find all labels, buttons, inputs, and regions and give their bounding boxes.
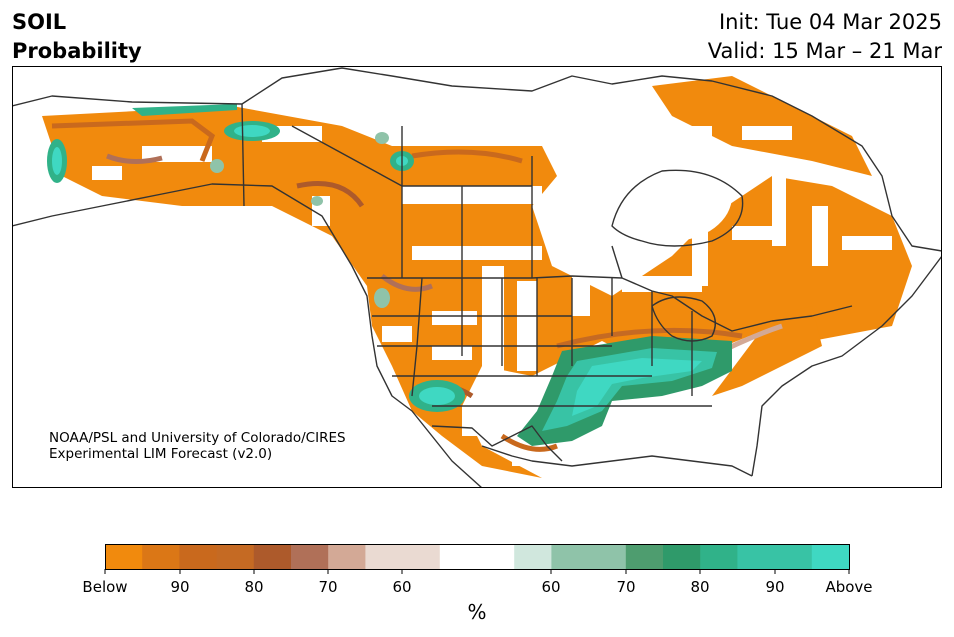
credit-text: NOAA/PSL and University of Colorado/CIRE…	[49, 430, 346, 462]
boundaries	[12, 67, 942, 488]
colorbar-tick-label: 80	[244, 578, 263, 596]
colorbar-bin	[737, 545, 813, 569]
colorbar-bin	[811, 545, 850, 569]
colorbar-tick-label: 60	[392, 578, 411, 596]
colorbar-frame	[105, 544, 850, 570]
gulf-coast	[481, 445, 753, 477]
alaska-border	[241, 103, 245, 207]
colorbar-tick-label: 90	[170, 578, 189, 596]
above-probability-regions	[47, 104, 732, 446]
colorbar-tick-label: Above	[825, 578, 872, 596]
colorbar-bin	[253, 545, 292, 569]
hudson-bay	[611, 169, 744, 247]
province-line-5	[611, 245, 623, 279]
colorbar-tick-label: 90	[765, 578, 784, 596]
colorbar-tick-label: 70	[616, 578, 635, 596]
colorbar-bin	[700, 545, 738, 569]
title-line-1: SOIL	[12, 10, 67, 34]
north-coast	[12, 67, 942, 252]
map-title: SOIL Probability	[12, 8, 142, 66]
colorbar: Below 90 80 70 60 60 70 80 90 Above	[82, 544, 873, 596]
state-lines-2	[372, 315, 712, 407]
east-coast	[751, 255, 942, 477]
white-gaps	[92, 126, 892, 466]
colorbar-bins	[105, 545, 850, 569]
colorbar-bin	[439, 545, 515, 569]
us-canada-border	[367, 275, 853, 332]
forecast-dates: Init: Tue 04 Mar 2025 Valid: 15 Mar – 21…	[708, 8, 942, 66]
colorbar-bin	[328, 545, 366, 569]
init-date: Init: Tue 04 Mar 2025	[718, 10, 942, 34]
probability-map	[12, 66, 942, 488]
colorbar-bin	[179, 545, 218, 569]
credit-line-1: NOAA/PSL and University of Colorado/CIRE…	[49, 430, 346, 446]
colorbar-tick-label: Below	[82, 578, 127, 596]
colorbar-bin	[663, 545, 701, 569]
colorbar-tick-label: 60	[541, 578, 560, 596]
colorbar-bin	[514, 545, 552, 569]
colorbar-bin	[216, 545, 255, 569]
valid-date: Valid: 15 Mar – 21 Mar	[707, 39, 942, 63]
colorbar-bin	[551, 545, 627, 569]
province-line-4	[291, 125, 532, 187]
colorbar-ticks: Below 90 80 70 60 60 70 80 90 Above	[82, 569, 873, 596]
colorbar-bin	[291, 545, 329, 569]
colorbar-unit: %	[467, 600, 487, 624]
colorbar-bin	[365, 545, 441, 569]
map-frame	[12, 66, 942, 488]
us-mexico-border	[431, 425, 563, 462]
colorbar-tick-label: 70	[318, 578, 337, 596]
west-coast	[12, 183, 483, 488]
great-lakes	[651, 296, 716, 342]
colorbar-tick-label: 80	[690, 578, 709, 596]
colorbar-bin	[105, 545, 143, 569]
title-line-2: Probability	[12, 39, 142, 63]
colorbar-bin	[625, 545, 664, 569]
colorbar-bin	[142, 545, 180, 569]
credit-line-2: Experimental LIM Forecast (v2.0)	[49, 446, 273, 462]
